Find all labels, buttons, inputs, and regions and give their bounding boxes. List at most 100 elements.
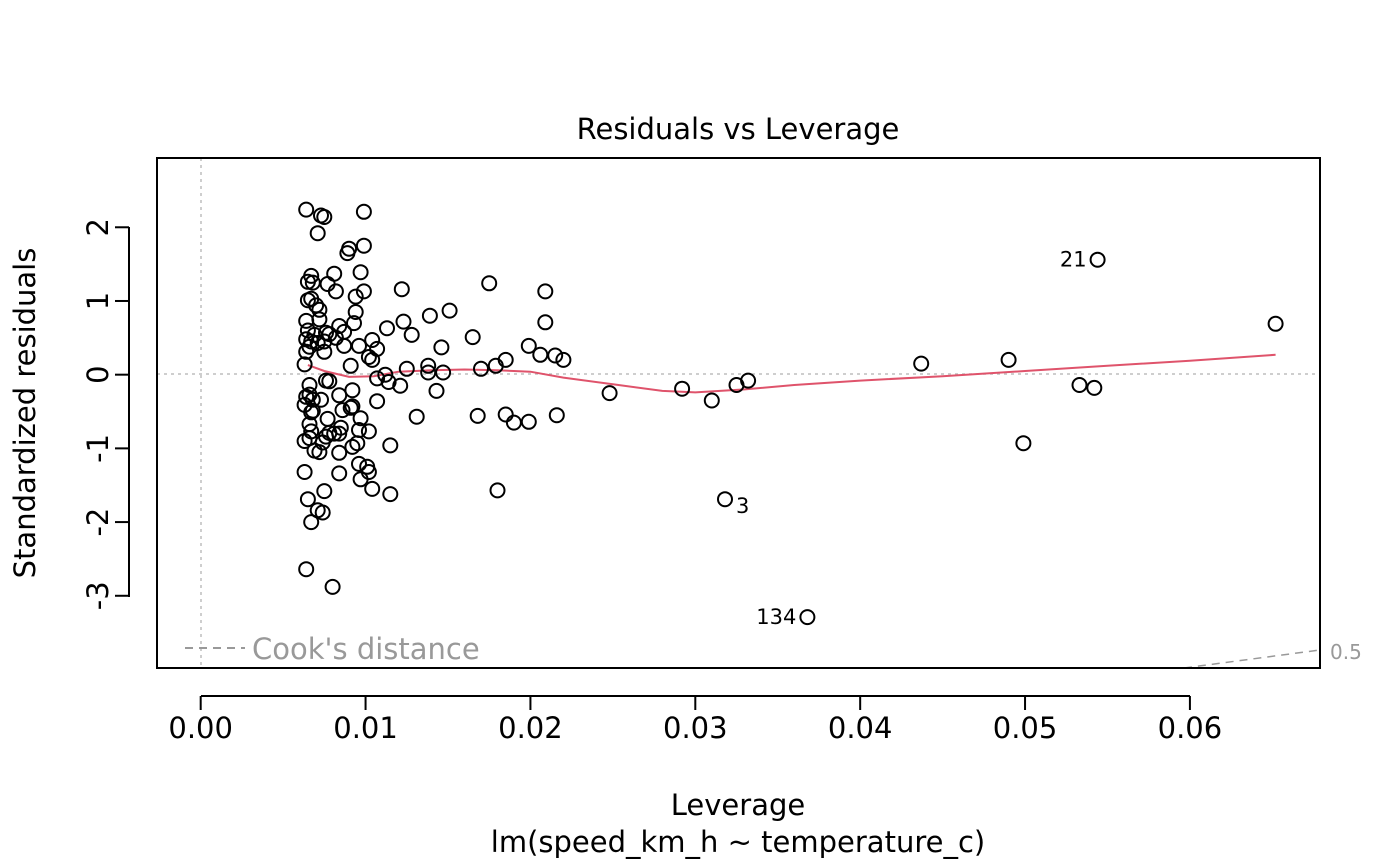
x-tick-label: 0.01: [333, 711, 398, 745]
data-point: [313, 391, 329, 408]
point-label: 21: [1060, 248, 1087, 272]
data-point: [351, 422, 367, 438]
data-point: [1089, 251, 1106, 268]
data-point: [408, 408, 425, 425]
data-point: [469, 407, 486, 424]
x-tick-label: 0.05: [993, 711, 1058, 745]
data-point: [344, 398, 361, 415]
data-point: [520, 337, 537, 354]
data-point: [298, 561, 315, 578]
chart-title: Residuals vs Leverage: [577, 112, 900, 146]
data-point: [601, 385, 618, 402]
data-point: [364, 332, 381, 348]
data-point: [369, 370, 386, 387]
data-point: [351, 337, 367, 354]
data-point: [497, 406, 514, 423]
data-point: [327, 283, 344, 300]
data-point: [435, 364, 452, 381]
data-point: [382, 486, 399, 503]
data-point: [347, 288, 364, 305]
data-point: [346, 315, 362, 332]
data-point: [420, 357, 437, 374]
data-point: [489, 482, 506, 499]
data-point: [395, 313, 412, 330]
data-point: [339, 245, 356, 262]
data-point: [334, 402, 351, 419]
data-point: [360, 423, 377, 440]
y-tick-label: -2: [81, 508, 115, 537]
y-axis-label: Standardized residuals: [8, 248, 42, 579]
data-point: [316, 343, 333, 360]
data-point: [355, 237, 372, 254]
data-point: [319, 276, 336, 292]
data-point: [342, 399, 359, 416]
x-tick-label: 0.00: [168, 711, 233, 745]
x-tick-label: 0.04: [828, 711, 893, 745]
data-point: [316, 333, 333, 350]
legend: Cook's distance: [185, 632, 480, 666]
data-point: [326, 265, 343, 282]
data-point: [344, 382, 361, 399]
data-point: [331, 465, 348, 482]
data-point: [314, 504, 331, 521]
data-point: [347, 304, 364, 320]
data-point: [421, 307, 438, 324]
data-point: [674, 380, 691, 397]
data-point: [352, 471, 369, 488]
data-point: [296, 464, 313, 480]
data-point: [1015, 435, 1032, 452]
data-point: [380, 374, 397, 390]
data-point: [319, 410, 336, 427]
data-point: [505, 414, 522, 431]
data-point: [441, 302, 458, 319]
data-point: [321, 373, 338, 390]
data-point: [311, 444, 328, 461]
data-point: [355, 283, 372, 300]
y-axis: -3 -2 -1 0 1 2: [81, 218, 130, 610]
data-point: [299, 491, 316, 508]
cooks-distance-contour: [1183, 649, 1321, 669]
data-point: [311, 301, 328, 318]
data-point: [369, 393, 386, 410]
data-point: [360, 349, 377, 365]
data-point: [1267, 315, 1284, 332]
data-point: [316, 209, 333, 225]
data-point: [799, 609, 816, 626]
data-point: [303, 514, 320, 531]
data-point: [1000, 351, 1017, 368]
data-point: [311, 311, 328, 328]
data-point: [351, 455, 367, 472]
data-point: [392, 377, 409, 394]
data-point: [301, 377, 318, 393]
data-point: [382, 437, 399, 454]
data-point: [740, 372, 757, 389]
data-point: [464, 329, 481, 346]
data-point: [342, 357, 359, 374]
data-point: [398, 360, 415, 377]
point-label: 3: [736, 494, 749, 518]
data-point: [487, 357, 504, 374]
data-point: [433, 339, 450, 356]
x-axis-sublabel: lm(speed_km_h ~ temperature_c): [491, 825, 985, 859]
y-tick-label: 2: [81, 218, 115, 236]
data-points: [296, 201, 1284, 626]
data-point: [324, 578, 341, 595]
data-point: [548, 407, 565, 424]
data-point: [703, 392, 720, 409]
data-point: [1071, 377, 1088, 393]
data-point: [331, 387, 348, 404]
y-tick-label: 0: [81, 365, 115, 383]
data-point: [403, 326, 420, 343]
x-tick-label: 0.02: [498, 711, 563, 745]
y-tick-label: -3: [81, 581, 115, 610]
data-point: [428, 382, 445, 399]
data-point: [331, 444, 348, 461]
x-axis: 0.00 0.01 0.02 0.03 0.04 0.05 0.06: [168, 695, 1223, 745]
point-labels: 21 3 134: [736, 248, 1087, 629]
data-point: [326, 425, 343, 442]
data-point: [473, 360, 489, 377]
data-point: [520, 413, 537, 430]
data-point: [318, 428, 334, 445]
x-tick-label: 0.06: [1158, 711, 1223, 745]
